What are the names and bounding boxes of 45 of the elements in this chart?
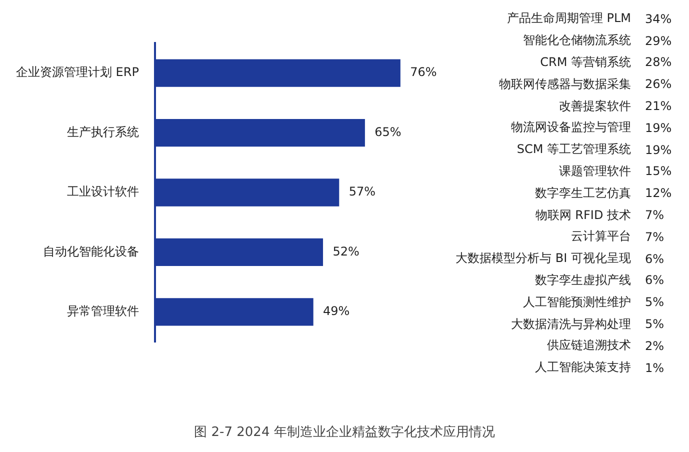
data-label: 26% [645,76,673,94]
data-label: 6% [645,272,666,290]
category-label: 物流网设备监控与管理 [510,119,632,136]
data-label: 21% [645,98,673,116]
category-label: SCM 等工艺管理系统 [516,141,632,158]
category-label: 数字孪生工艺仿真 [534,184,632,202]
category-label: 供应链追溯技术 [546,337,632,354]
data-label: 1% [645,360,666,377]
data-label: 2% [645,338,666,355]
data-label: 34% [645,10,673,28]
caption: 图 2-7 2024 年制造业企业精益数字化技术应用情况 [193,424,496,441]
data-label: 6% [645,250,666,268]
data-label: 76% [410,65,437,80]
category-label: 物联网传感器与数据采集 [498,76,632,93]
data-label: 52% [332,244,360,258]
y-tick-label: 异常管理软件 [66,304,139,318]
data-label: 5% [645,316,666,334]
data-label: 28% [645,54,673,72]
data-label: 57% [348,184,376,199]
category-label: 人工智能决策支持 [534,359,632,376]
y-tick-label: 企业资源管理计划 ERP [16,65,139,80]
data-label: 7% [645,207,666,224]
category-label: 大数据清洗与异构处理 [510,316,632,333]
data-label: 29% [645,32,673,50]
category-label: 改善提案软件 [558,98,632,115]
data-label: 19% [645,142,673,159]
category-label: 数字孪生虚拟产线 [534,272,632,289]
y-tick-label: 生产执行系统 [66,124,139,139]
category-label: CRM 等营销系统 [539,54,632,71]
data-label: 15% [645,163,673,180]
data-label: 65% [374,124,402,139]
category-label: 课题管理软件 [558,162,632,180]
category-label: 产品生命周期管理 PLM [506,10,632,28]
data-label: 5% [645,294,666,312]
category-label: 物联网 RFID 技术 [534,206,632,224]
category-label: 云计算平台 [570,228,632,246]
category-label: 人工智能预测性维护 [522,294,632,311]
category-label: 智能化仓储物流系统 [522,32,632,50]
data-label: 7% [645,228,666,246]
y-tick-label: 自动化智能化设备 [42,244,139,258]
data-label: 12% [645,185,673,202]
category-label: 大数据模型分析与 BI 可视化呈现 [456,250,632,268]
y-tick-label: 工业设计软件 [66,184,139,199]
data-label: 19% [645,120,673,137]
data-label: 49% [323,304,350,318]
